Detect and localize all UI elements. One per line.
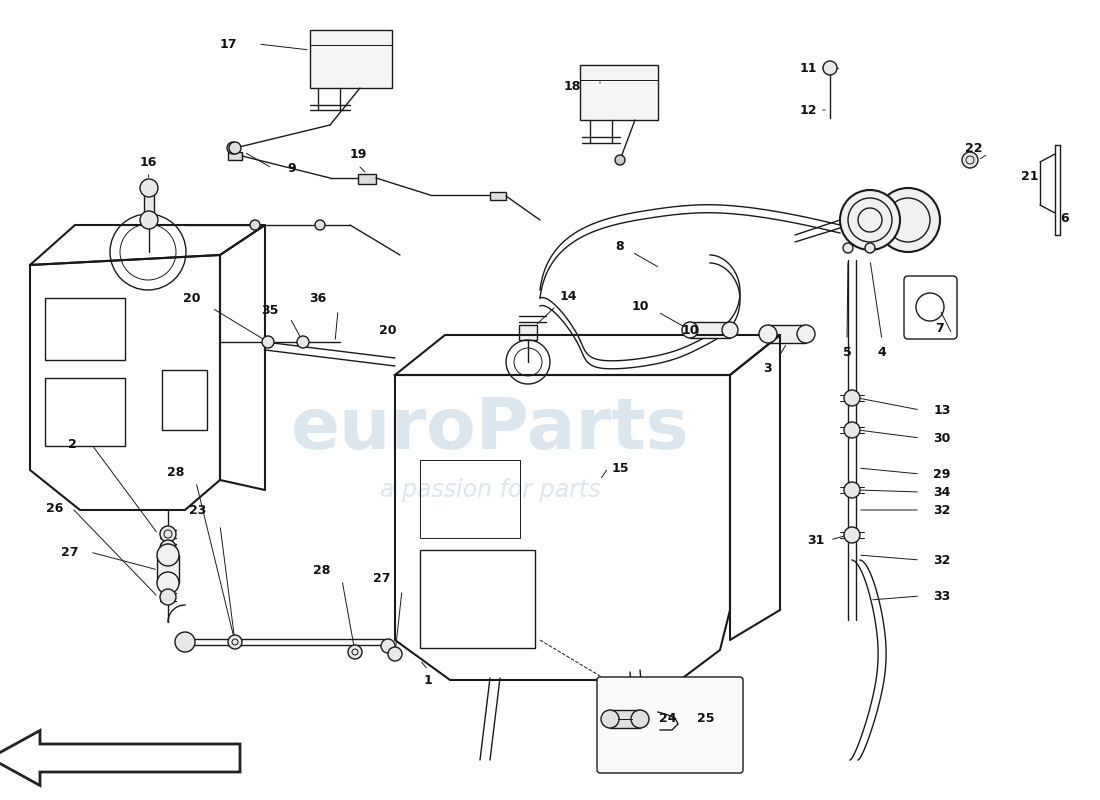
- Circle shape: [865, 243, 874, 253]
- Text: 24: 24: [659, 711, 676, 725]
- Text: 23: 23: [189, 503, 207, 517]
- Text: 25: 25: [697, 711, 715, 725]
- Circle shape: [140, 179, 158, 197]
- Circle shape: [823, 61, 837, 75]
- Text: a passion for parts: a passion for parts: [379, 478, 601, 502]
- Text: 16: 16: [140, 155, 156, 169]
- Text: 33: 33: [934, 590, 950, 602]
- Circle shape: [227, 142, 239, 154]
- Bar: [420, 550, 535, 648]
- Bar: [690, 322, 730, 338]
- Text: 15: 15: [612, 462, 629, 474]
- Circle shape: [876, 188, 940, 252]
- Circle shape: [631, 710, 649, 728]
- Text: 32: 32: [933, 503, 950, 517]
- Circle shape: [840, 190, 900, 250]
- Text: 2: 2: [67, 438, 76, 451]
- Text: 29: 29: [933, 467, 950, 481]
- Text: 13: 13: [933, 403, 950, 417]
- Bar: [580, 65, 658, 120]
- Text: 7: 7: [936, 322, 945, 334]
- Circle shape: [962, 152, 978, 168]
- Bar: [144, 188, 154, 220]
- Text: 10: 10: [681, 323, 698, 337]
- Circle shape: [262, 336, 274, 348]
- Circle shape: [381, 639, 395, 653]
- Circle shape: [160, 540, 176, 556]
- Text: 28: 28: [314, 563, 331, 577]
- Text: 35: 35: [262, 303, 278, 317]
- Circle shape: [615, 155, 625, 165]
- Text: 5: 5: [843, 346, 851, 358]
- Text: 3: 3: [763, 362, 772, 374]
- Text: 36: 36: [309, 291, 327, 305]
- Text: 10: 10: [631, 299, 649, 313]
- Bar: [420, 460, 520, 538]
- Circle shape: [160, 526, 176, 542]
- Circle shape: [157, 572, 179, 594]
- Bar: [610, 710, 640, 728]
- Text: 8: 8: [616, 239, 625, 253]
- FancyArrow shape: [0, 730, 240, 786]
- Circle shape: [601, 710, 619, 728]
- Circle shape: [798, 325, 815, 343]
- Text: 6: 6: [1060, 211, 1069, 225]
- Text: 20: 20: [379, 323, 397, 337]
- Bar: [519, 325, 537, 340]
- Text: euroParts: euroParts: [290, 395, 690, 465]
- Text: 9: 9: [288, 162, 296, 174]
- Circle shape: [315, 220, 324, 230]
- Text: 1: 1: [424, 674, 432, 686]
- Bar: [45, 298, 125, 360]
- Text: 26: 26: [46, 502, 64, 514]
- Text: 30: 30: [933, 431, 950, 445]
- Circle shape: [388, 647, 401, 661]
- Circle shape: [722, 322, 738, 338]
- Text: 21: 21: [1021, 170, 1038, 182]
- Circle shape: [175, 632, 195, 652]
- Text: 31: 31: [807, 534, 825, 546]
- Bar: [490, 192, 506, 200]
- Circle shape: [160, 589, 176, 605]
- Text: 11: 11: [800, 62, 816, 74]
- Text: 17: 17: [219, 38, 236, 50]
- Text: 12: 12: [800, 103, 816, 117]
- Circle shape: [844, 482, 860, 498]
- Circle shape: [228, 635, 242, 649]
- Text: 20: 20: [184, 291, 200, 305]
- Text: 27: 27: [62, 546, 79, 558]
- Circle shape: [759, 325, 777, 343]
- Circle shape: [844, 422, 860, 438]
- Circle shape: [844, 527, 860, 543]
- Text: 4: 4: [878, 346, 887, 358]
- Text: 18: 18: [563, 79, 581, 93]
- Circle shape: [843, 243, 852, 253]
- Circle shape: [297, 336, 309, 348]
- Bar: [768, 325, 806, 343]
- Bar: [157, 555, 179, 583]
- Circle shape: [348, 645, 362, 659]
- Circle shape: [250, 220, 260, 230]
- FancyBboxPatch shape: [597, 677, 743, 773]
- Circle shape: [140, 211, 158, 229]
- Circle shape: [229, 142, 241, 154]
- Circle shape: [157, 544, 179, 566]
- Text: 19: 19: [350, 149, 366, 162]
- Circle shape: [844, 390, 860, 406]
- Text: 14: 14: [559, 290, 576, 302]
- Bar: [228, 152, 242, 160]
- Text: 28: 28: [167, 466, 185, 478]
- Text: 34: 34: [933, 486, 950, 498]
- Bar: [162, 370, 207, 430]
- Text: 27: 27: [373, 571, 390, 585]
- Circle shape: [682, 322, 698, 338]
- Text: 22: 22: [966, 142, 982, 154]
- Bar: [358, 174, 376, 184]
- Text: 32: 32: [933, 554, 950, 566]
- Bar: [310, 30, 392, 88]
- Bar: [45, 378, 125, 446]
